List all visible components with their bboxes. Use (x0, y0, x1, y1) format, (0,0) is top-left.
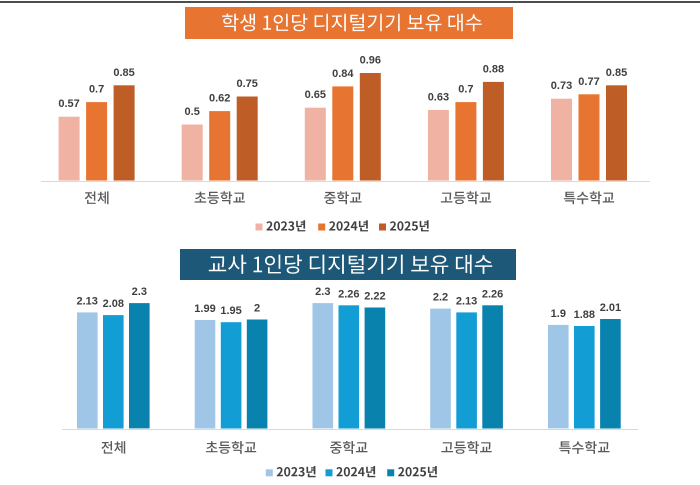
svg-text:0.5: 0.5 (185, 106, 200, 118)
svg-text:0.57: 0.57 (58, 98, 79, 110)
svg-text:0.84: 0.84 (332, 68, 354, 80)
svg-text:2.2: 2.2 (433, 292, 448, 304)
svg-text:2.3: 2.3 (132, 286, 147, 298)
svg-text:2.22: 2.22 (364, 291, 385, 303)
svg-text:1.88: 1.88 (574, 309, 595, 321)
svg-text:0.7: 0.7 (458, 84, 473, 96)
svg-text:0.63: 0.63 (428, 91, 449, 103)
svg-text:1.99: 1.99 (194, 303, 215, 315)
svg-text:2.26: 2.26 (338, 288, 359, 300)
svg-text:2.13: 2.13 (456, 295, 477, 307)
svg-text:2: 2 (254, 303, 260, 315)
svg-text:0.77: 0.77 (578, 76, 599, 88)
svg-text:0.85: 0.85 (606, 67, 627, 79)
svg-text:0.7: 0.7 (89, 84, 104, 96)
svg-text:2.26: 2.26 (482, 288, 503, 300)
svg-text:0.85: 0.85 (113, 67, 134, 79)
svg-text:1.9: 1.9 (551, 308, 566, 320)
svg-text:1.95: 1.95 (220, 305, 241, 317)
svg-text:0.65: 0.65 (305, 89, 326, 101)
svg-text:0.88: 0.88 (483, 63, 504, 75)
svg-text:0.73: 0.73 (551, 80, 572, 92)
svg-text:2.08: 2.08 (103, 298, 124, 310)
svg-text:0.75: 0.75 (236, 78, 257, 90)
svg-text:2.01: 2.01 (600, 302, 621, 314)
svg-text:2.13: 2.13 (76, 295, 97, 307)
svg-text:2.3: 2.3 (315, 286, 330, 298)
svg-text:0.62: 0.62 (209, 93, 230, 105)
svg-text:0.96: 0.96 (360, 55, 381, 67)
